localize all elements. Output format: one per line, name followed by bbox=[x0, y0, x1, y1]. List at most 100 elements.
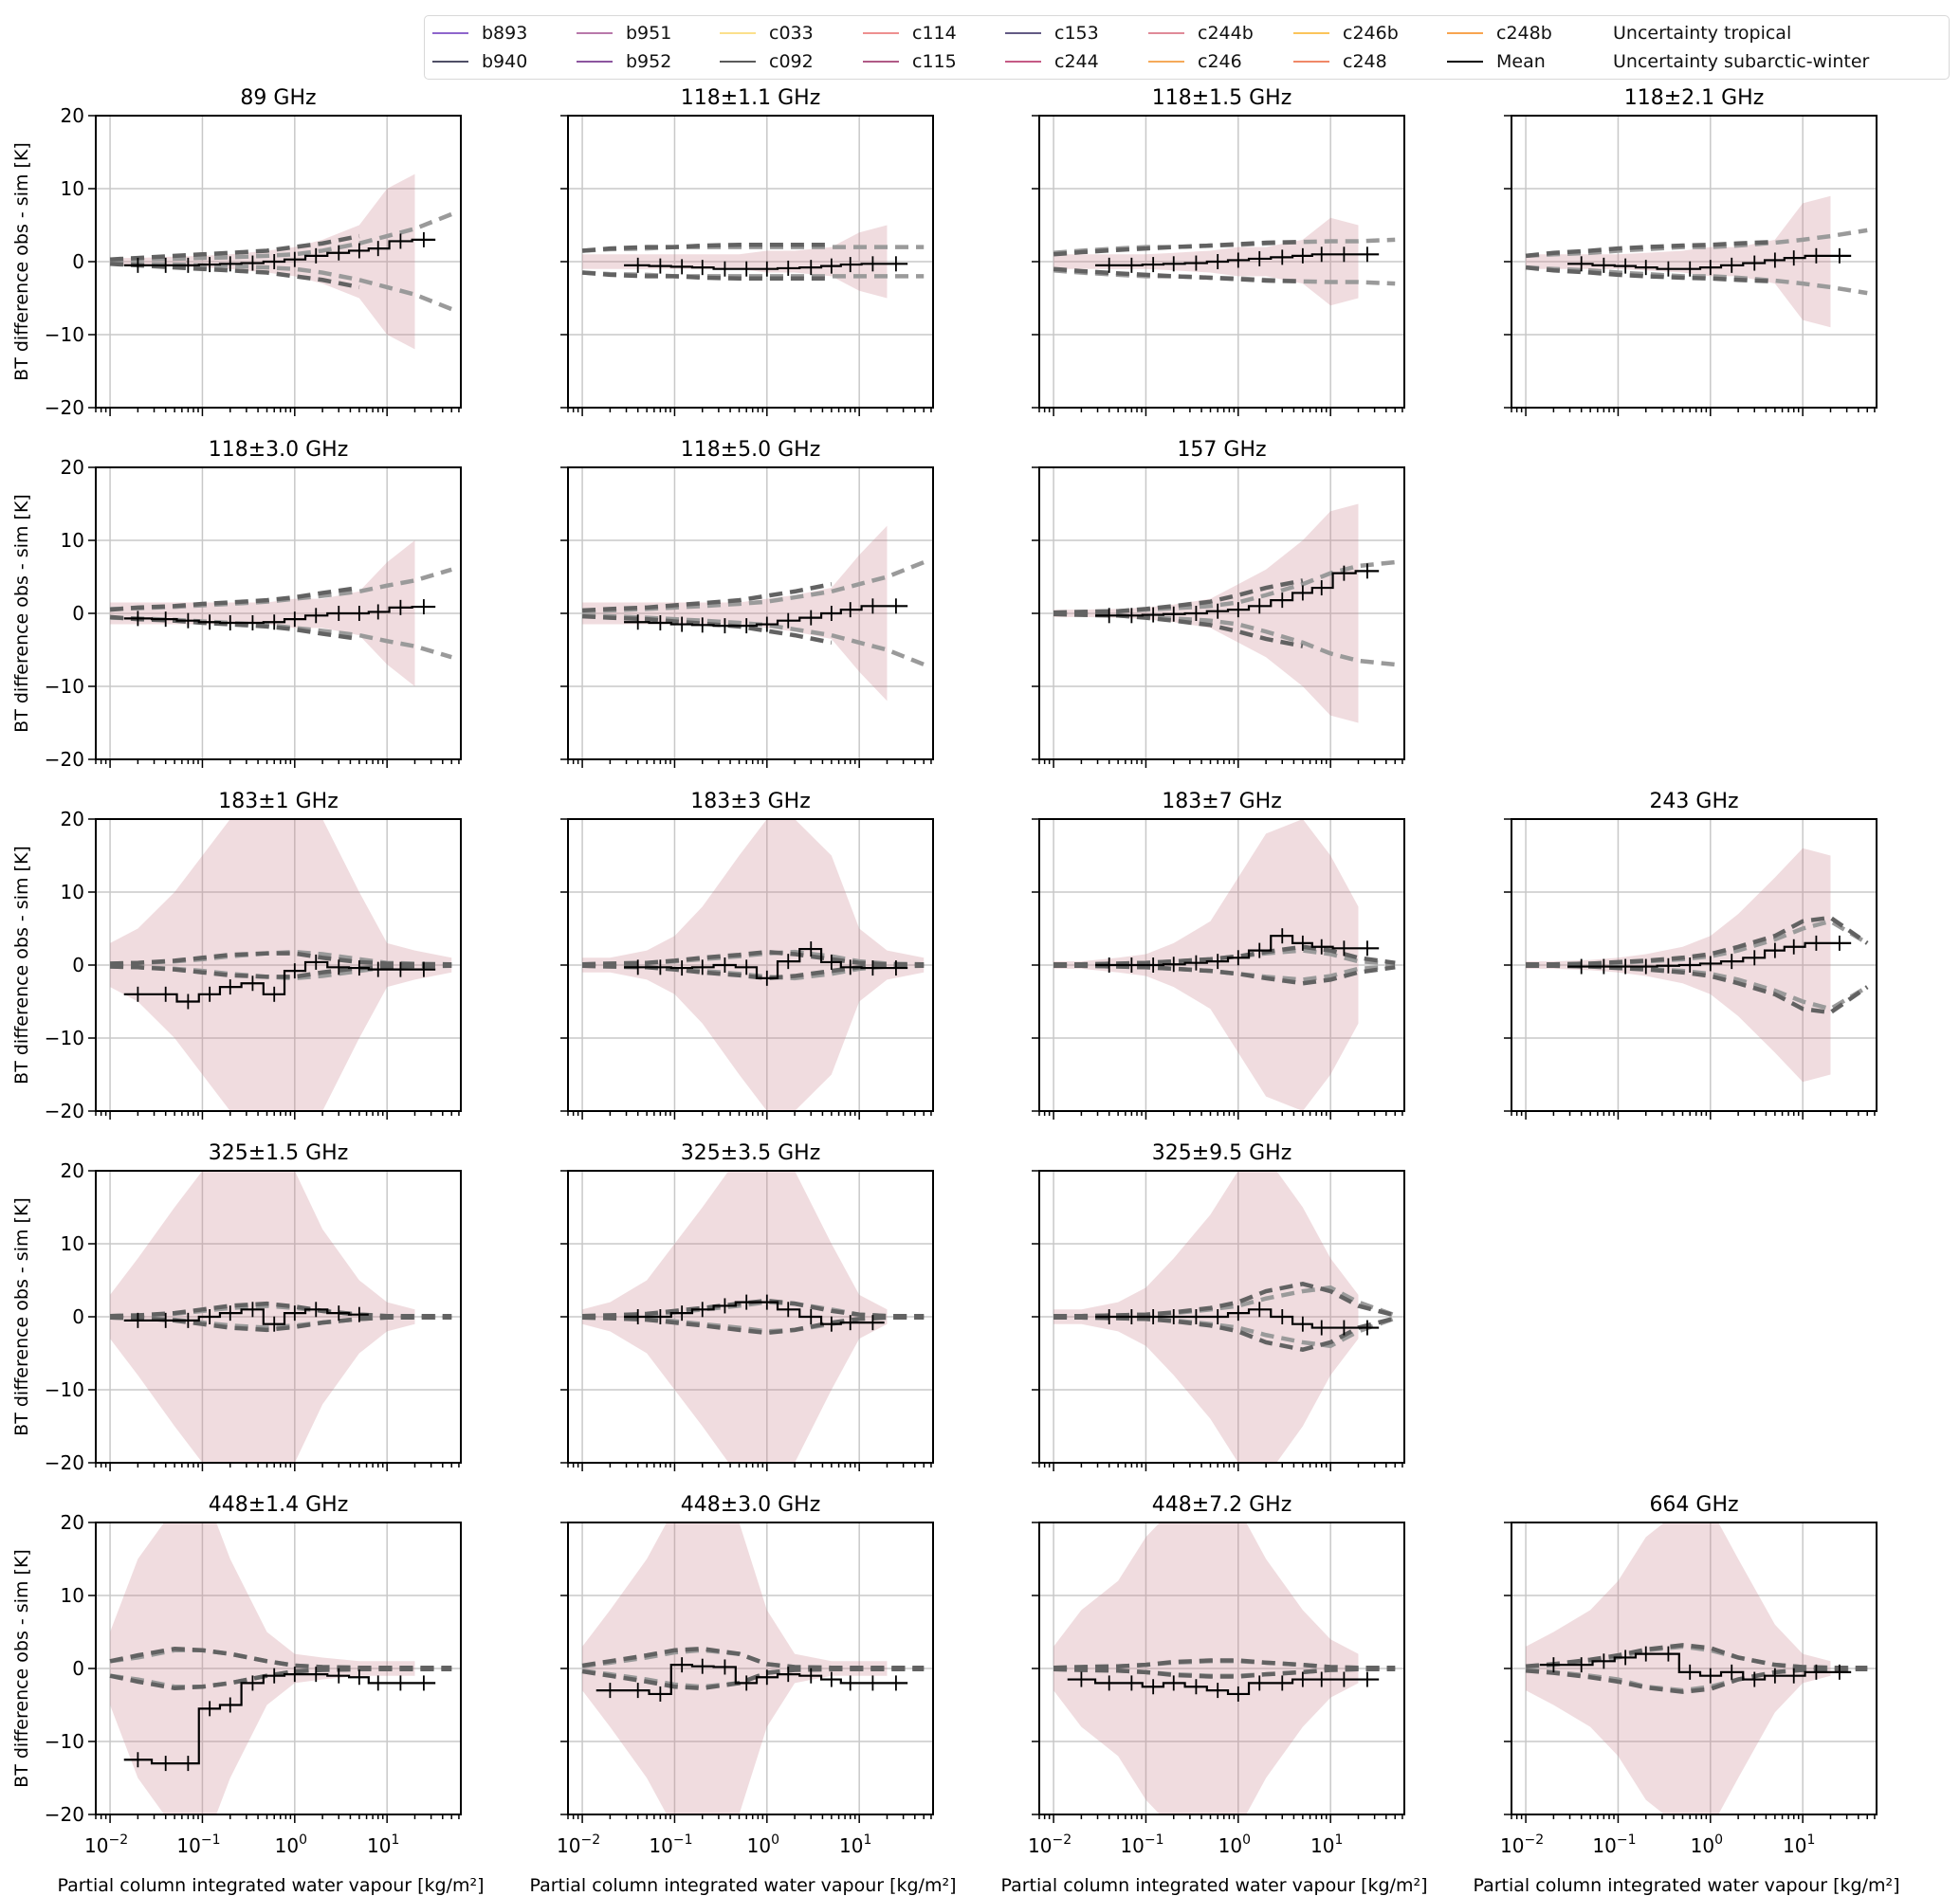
plot-area bbox=[1525, 195, 1868, 328]
mean-line bbox=[1539, 1652, 1852, 1681]
legend-item: c246 bbox=[1148, 47, 1293, 76]
legend-swatch bbox=[1447, 61, 1483, 63]
plot-area bbox=[581, 525, 925, 702]
spread-band bbox=[582, 525, 888, 702]
y-tick-label: −20 bbox=[45, 1100, 84, 1122]
mean-line bbox=[595, 1664, 908, 1696]
legend-swatch bbox=[1148, 32, 1184, 34]
mean-line bbox=[624, 1301, 885, 1325]
panel-9: 183±1 GHz −20 −10 0 10 20 BT difference obs - … bbox=[11, 790, 462, 1122]
plot-area bbox=[581, 1522, 925, 1814]
panel-title: 118±1.1 GHz bbox=[681, 86, 821, 110]
panel-3: 118±1.5 GHz bbox=[1032, 86, 1405, 416]
uncertainty-subarctic-upper bbox=[1053, 1658, 1396, 1670]
panel-title: 118±2.1 GHz bbox=[1624, 86, 1765, 110]
panel-title: 157 GHz bbox=[1177, 438, 1266, 462]
uncertainty-subarctic-lower bbox=[109, 1667, 452, 1691]
y-tick-label: 10 bbox=[61, 881, 84, 903]
legend-label: b951 bbox=[626, 23, 672, 44]
panel-20: 664 GHz 10−2 10−1 100 101 Partial column inte… bbox=[1474, 1493, 1900, 1896]
spread-band bbox=[582, 225, 888, 299]
y-tick-label: −20 bbox=[45, 748, 84, 771]
spread-band bbox=[1053, 1522, 1359, 1814]
legend-label: b940 bbox=[482, 51, 528, 72]
x-tick-label: 100 bbox=[275, 1832, 307, 1857]
spread-band bbox=[582, 1171, 888, 1463]
x-tick-label: 10−1 bbox=[1592, 1832, 1636, 1857]
legend: b893 b940 b951 b952 c033 c092 c114 c115 c153 c244… bbox=[424, 15, 1950, 80]
y-tick-label: 10 bbox=[61, 529, 84, 552]
x-tick-label: 101 bbox=[839, 1832, 871, 1857]
panel-13: 325±1.5 GHz −20 −10 0 10 20 BT difference obs … bbox=[11, 1141, 462, 1474]
mean-line bbox=[123, 1308, 369, 1325]
y-tick-label: 20 bbox=[61, 456, 84, 479]
plot-area bbox=[581, 225, 925, 299]
uncertainty-tropical-upper bbox=[582, 560, 925, 613]
legend-item: b940 bbox=[432, 47, 577, 76]
panel-11: 183±7 GHz bbox=[1032, 790, 1405, 1120]
y-axis-label: BT difference obs - sim [K] bbox=[11, 494, 32, 733]
x-axis-label: Partial column integrated water vapour [… bbox=[58, 1875, 485, 1896]
panel-2: 118±1.1 GHz bbox=[560, 86, 934, 416]
legend-item: c246b bbox=[1293, 19, 1447, 47]
panel-title: 118±5.0 GHz bbox=[681, 438, 821, 462]
legend-swatch bbox=[432, 61, 468, 63]
panel-10: 183±3 GHz bbox=[560, 790, 934, 1120]
legend-item: c248b bbox=[1447, 19, 1600, 47]
y-tick-label: 0 bbox=[72, 250, 84, 273]
plot-area bbox=[1526, 848, 1869, 1083]
panel-4: 118±2.1 GHz bbox=[1504, 86, 1878, 416]
legend-label: c092 bbox=[769, 51, 814, 72]
panel-title: 448±3.0 GHz bbox=[681, 1493, 821, 1517]
x-axis-label: Partial column integrated water vapour [… bbox=[1474, 1875, 1900, 1896]
mean-line bbox=[624, 263, 908, 270]
legend-label: c248b bbox=[1496, 23, 1552, 44]
panel-12: 243 GHz bbox=[1504, 790, 1878, 1120]
legend-swatch bbox=[577, 32, 613, 34]
plot-area bbox=[1053, 503, 1396, 723]
panel-title: 448±7.2 GHz bbox=[1152, 1493, 1292, 1517]
uncertainty-tropical-upper bbox=[1053, 559, 1396, 615]
panel-title: 325±1.5 GHz bbox=[209, 1141, 349, 1165]
legend-label: b893 bbox=[482, 23, 528, 44]
plot-area bbox=[109, 1522, 452, 1814]
y-axis-label: BT difference obs - sim [K] bbox=[11, 1549, 32, 1788]
mean-line bbox=[1095, 1308, 1380, 1329]
panel-title: 183±1 GHz bbox=[218, 790, 339, 813]
uncertainty-subarctic-upper bbox=[110, 951, 452, 967]
legend-swatch bbox=[863, 32, 899, 34]
x-tick-label: 10−2 bbox=[557, 1832, 600, 1857]
y-tick-label: 20 bbox=[61, 104, 84, 127]
x-axis-label: Partial column integrated water vapour [… bbox=[1001, 1875, 1428, 1896]
y-tick-label: −20 bbox=[45, 1803, 84, 1826]
legend-swatch bbox=[432, 32, 468, 34]
panel-title: 118±1.5 GHz bbox=[1152, 86, 1292, 110]
y-tick-label: −10 bbox=[45, 1730, 84, 1753]
mean-line bbox=[1095, 253, 1380, 266]
y-tick-label: 0 bbox=[72, 954, 84, 976]
y-axis-label: BT difference obs - sim [K] bbox=[11, 1197, 32, 1436]
panel-6: 118±5.0 GHz bbox=[560, 438, 934, 768]
legend-swatch bbox=[1005, 61, 1041, 63]
panel-7: 157 GHz bbox=[1032, 438, 1405, 768]
uncertainty-tropical-upper bbox=[1053, 1285, 1396, 1319]
uncertainty-tropical-lower bbox=[1053, 611, 1396, 667]
panel-title: 243 GHz bbox=[1649, 790, 1738, 813]
uncertainty-subarctic-lower bbox=[1053, 1315, 1396, 1352]
legend-swatch bbox=[1148, 61, 1184, 63]
legend-swatch bbox=[1005, 32, 1041, 34]
legend-swatch bbox=[1447, 32, 1483, 34]
uncertainty-tropical-upper bbox=[581, 245, 925, 253]
plot-area bbox=[1053, 1171, 1396, 1463]
x-tick-label: 100 bbox=[1218, 1832, 1251, 1857]
x-tick-label: 100 bbox=[747, 1832, 779, 1857]
panel-title: 183±7 GHz bbox=[1162, 790, 1282, 813]
uncertainty-subarctic-upper bbox=[582, 949, 925, 967]
legend-item: Mean bbox=[1447, 47, 1600, 76]
y-tick-label: 0 bbox=[72, 1657, 84, 1680]
x-tick-label: 10−1 bbox=[649, 1832, 692, 1857]
y-tick-label: 10 bbox=[61, 1584, 84, 1607]
uncertainty-subarctic-lower bbox=[1053, 963, 1396, 986]
plot-area bbox=[582, 1171, 925, 1463]
